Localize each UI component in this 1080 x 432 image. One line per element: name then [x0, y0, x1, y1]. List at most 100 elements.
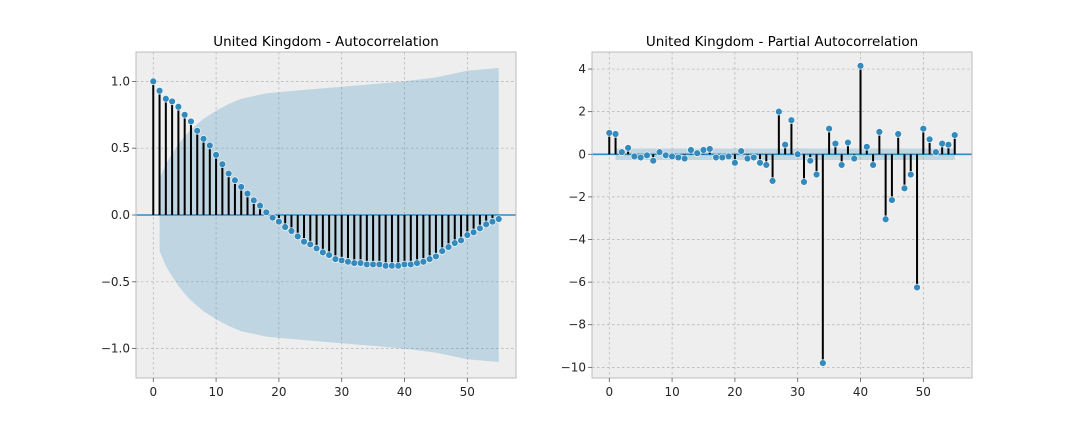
acf-x-tick-label: 10 [208, 385, 223, 399]
acf-point-lag-17 [256, 201, 264, 210]
pacf-y-tick-label: 4 [578, 62, 586, 76]
acf-point-lag-23 [294, 232, 302, 241]
acf-x-tick-label: 20 [271, 385, 286, 399]
acf-title: United Kingdom - Autocorrelation [213, 34, 439, 50]
acf-point-lag-19 [268, 213, 277, 222]
acf-point-lag-25 [306, 240, 314, 249]
pacf-point-lag-48 [907, 170, 915, 179]
pacf-point-lag-16 [706, 145, 714, 153]
pacf-point-lag-49 [913, 283, 921, 292]
pacf-point-lag-52 [932, 148, 940, 156]
pacf-point-lag-10 [668, 152, 676, 161]
pacf-x-ticks: 0 10 20 30 40 50 [605, 378, 931, 399]
pacf-point-lag-31 [800, 178, 808, 186]
pacf-point-lag-5 [636, 153, 645, 162]
acf-point-lag-43 [419, 258, 428, 266]
acf-point-lag-48 [451, 239, 459, 247]
pacf-point-lag-28 [781, 140, 789, 149]
pacf-point-lag-3 [624, 144, 632, 152]
acf-point-lag-22 [287, 227, 296, 235]
pacf-point-lag-54 [944, 140, 953, 149]
pacf-point-lag-4 [630, 152, 639, 161]
pacf-point-lag-17 [712, 153, 720, 162]
acf-x-tick-label: 30 [334, 385, 349, 399]
pacf-point-lag-27 [775, 107, 783, 116]
acf-point-lag-30 [338, 256, 346, 265]
pacf-y-tick-label: −6 [568, 275, 586, 289]
pacf-point-lag-53 [938, 139, 946, 148]
acf-point-lag-20 [275, 217, 283, 226]
pacf-point-lag-24 [756, 159, 764, 167]
acf-x-tick-label: 50 [460, 385, 475, 399]
pacf-point-lag-46 [894, 130, 902, 138]
pacf-y-tick-label: −4 [568, 233, 586, 247]
acf-point-lag-46 [438, 247, 446, 255]
acf-point-lag-10 [212, 151, 220, 159]
acf-point-lag-49 [457, 236, 465, 245]
pacf-point-lag-32 [806, 156, 814, 165]
pacf-point-lag-21 [737, 147, 745, 155]
acf-point-lag-4 [174, 103, 183, 111]
acf-point-lag-45 [432, 252, 440, 261]
acf-x-tick-label: 40 [397, 385, 412, 399]
acf-point-lag-9 [206, 141, 214, 150]
acf-y-tick-label: 0.5 [111, 141, 130, 155]
pacf-y-tick-label: −8 [568, 318, 586, 332]
pacf-point-lag-26 [768, 177, 777, 185]
acf-point-lag-32 [350, 259, 358, 267]
acf-markers [149, 77, 503, 270]
acf-point-lag-8 [199, 135, 208, 143]
acf-point-lag-28 [325, 251, 333, 259]
pacf-point-lag-9 [662, 151, 670, 160]
pacf-point-lag-37 [837, 161, 846, 169]
acf-point-lag-14 [237, 183, 245, 191]
pacf-x-tick-label: 40 [853, 385, 868, 399]
pacf-y-tick-label: −10 [561, 360, 586, 374]
acf-point-lag-18 [262, 208, 271, 217]
pacf-point-lag-0 [605, 129, 613, 137]
pacf-point-lag-51 [925, 135, 934, 144]
acf-point-lag-31 [344, 258, 352, 266]
pacf-frame [591, 51, 973, 379]
acf-x-tick-label: 0 [149, 385, 157, 399]
pacf-point-lag-11 [674, 153, 683, 162]
acf-point-lag-37 [381, 262, 390, 270]
pacf-point-lag-6 [643, 151, 651, 160]
acf-point-lag-36 [375, 260, 384, 269]
pacf-point-lag-22 [743, 154, 752, 163]
acf-point-lag-50 [463, 231, 472, 239]
acf-point-lag-38 [388, 262, 396, 270]
acf-point-lag-55 [495, 215, 503, 223]
pacf-point-lag-29 [787, 116, 796, 124]
pacf-point-lag-23 [750, 153, 758, 162]
acf-point-lag-52 [476, 224, 484, 233]
acf-point-lag-2 [162, 95, 170, 103]
pacf-point-lag-18 [718, 153, 727, 162]
acf-point-lag-15 [243, 189, 252, 198]
pacf-point-lag-39 [850, 154, 858, 163]
acf-point-lag-3 [168, 97, 176, 106]
pacf-y-tick-label: 2 [578, 105, 586, 119]
acf-point-lag-40 [400, 260, 409, 269]
pacf-point-lag-13 [687, 146, 695, 154]
acf-point-lag-13 [231, 176, 239, 184]
acf-point-lag-16 [250, 196, 258, 205]
acf-point-lag-11 [218, 160, 227, 168]
acf-point-lag-12 [224, 169, 233, 178]
pacf-point-lag-55 [951, 131, 959, 139]
acf-point-lag-53 [482, 220, 490, 229]
pacf-plot-area [592, 52, 972, 378]
acf-panel: 0 10 20 30 40 50 −1.0 −0.5 0.0 0.5 1.0 United Kin… [101, 34, 517, 399]
acf-point-lag-44 [425, 255, 434, 263]
acf-point-lag-29 [331, 255, 340, 263]
acf-point-lag-39 [394, 262, 402, 270]
acf-point-lag-6 [187, 117, 195, 126]
pacf-point-lag-42 [869, 161, 877, 169]
acf-point-lag-42 [413, 259, 421, 267]
pacf-point-lag-44 [881, 215, 890, 223]
acf-y-tick-label: −0.5 [101, 275, 130, 289]
acf-point-lag-21 [281, 223, 289, 231]
acf-point-lag-0 [149, 77, 157, 86]
pacf-point-lag-20 [731, 159, 739, 167]
pacf-point-lag-33 [812, 170, 821, 179]
